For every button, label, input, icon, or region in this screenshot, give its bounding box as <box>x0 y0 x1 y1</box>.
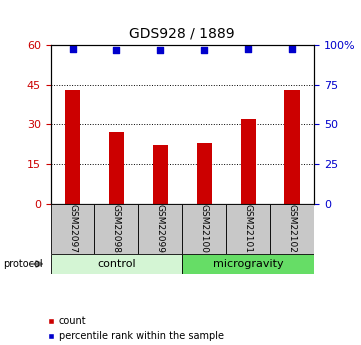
Bar <box>182 254 314 274</box>
Text: protocol: protocol <box>4 259 43 269</box>
Bar <box>51 204 95 254</box>
Point <box>113 47 119 53</box>
Bar <box>270 204 314 254</box>
Point <box>289 46 295 51</box>
Bar <box>284 90 300 204</box>
Point <box>157 47 163 53</box>
Point <box>70 46 75 51</box>
Bar <box>109 132 124 204</box>
Bar <box>51 254 182 274</box>
Bar <box>138 204 182 254</box>
Bar <box>240 119 256 204</box>
Text: GSM22101: GSM22101 <box>244 204 253 253</box>
Point <box>201 47 207 53</box>
Point <box>245 46 251 51</box>
Bar <box>65 90 80 204</box>
Title: GDS928 / 1889: GDS928 / 1889 <box>130 27 235 41</box>
Legend: count, percentile rank within the sample: count, percentile rank within the sample <box>43 312 228 345</box>
Text: GSM22100: GSM22100 <box>200 204 209 253</box>
Bar <box>153 145 168 204</box>
Text: GSM22102: GSM22102 <box>288 204 297 253</box>
Text: control: control <box>97 259 136 269</box>
Text: GSM22098: GSM22098 <box>112 204 121 253</box>
Text: microgravity: microgravity <box>213 259 283 269</box>
Text: GSM22099: GSM22099 <box>156 204 165 253</box>
Text: GSM22097: GSM22097 <box>68 204 77 253</box>
Bar <box>182 204 226 254</box>
Bar <box>197 143 212 204</box>
Bar <box>95 204 138 254</box>
Bar <box>226 204 270 254</box>
